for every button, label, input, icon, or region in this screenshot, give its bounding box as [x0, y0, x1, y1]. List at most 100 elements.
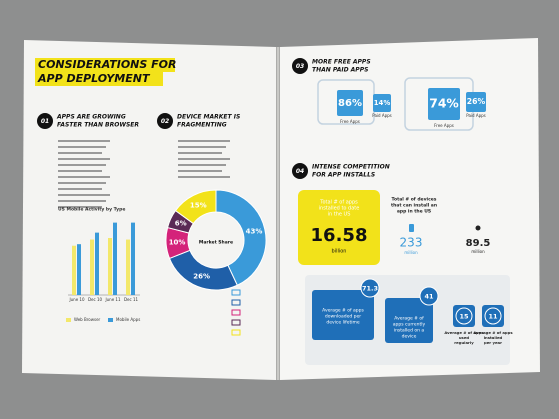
free-value: 74% [429, 97, 458, 111]
average-box [312, 290, 374, 340]
section-heading: FASTER THAN BROWSER [57, 122, 139, 129]
average-badge [484, 307, 502, 325]
section-heading: DEVICE MARKET IS [177, 114, 240, 121]
devices-unit: million [404, 250, 418, 255]
paid-label: Paid Apps [372, 113, 392, 118]
title-highlight [35, 58, 175, 72]
installs-value: 16.58 [311, 225, 368, 246]
paid-box [373, 94, 391, 112]
section-heading: MORE FREE APPS [312, 59, 371, 66]
donut-label: 43% [246, 227, 263, 235]
title: APP DEPLOYMENT [37, 72, 151, 85]
free-label: Free Apps [340, 119, 360, 124]
devices-value: 233 [400, 236, 423, 250]
text-line [58, 194, 110, 196]
bar [77, 244, 81, 295]
text-line [178, 158, 230, 160]
average-label: Average # of [394, 316, 424, 322]
average-label: Average # of apps [473, 330, 513, 335]
donut-label: 15% [190, 201, 207, 209]
text-line [58, 164, 106, 166]
average-badge [455, 307, 473, 325]
legend-label: Web Browser [74, 317, 101, 322]
paid-value: 14% [374, 99, 391, 107]
free-label: Free Apps [434, 123, 454, 128]
title-highlight [35, 72, 163, 86]
x-tick-label: June 11 [104, 297, 121, 302]
legend-swatch [66, 318, 71, 322]
text-line [178, 146, 226, 148]
bar [108, 238, 112, 295]
donut-label: 26% [193, 272, 210, 280]
other-value: 89.5 [466, 238, 491, 249]
text-line [58, 176, 110, 178]
section-badge [157, 113, 173, 129]
free-value: 86% [338, 98, 362, 109]
donut-center-label: Market Share [199, 240, 233, 246]
average-value: 71.3 [362, 285, 378, 293]
text-line [58, 152, 102, 154]
section-badge [292, 163, 308, 179]
devices-label: that can install an [391, 203, 437, 209]
average-label: installed on a [394, 328, 425, 334]
installs-label: installed to date [319, 206, 360, 212]
text-line [58, 206, 102, 208]
average-label: used [459, 335, 470, 340]
bar [126, 239, 130, 295]
text-line [58, 182, 106, 184]
average-label: downloaded per [325, 314, 361, 320]
text-line [178, 152, 222, 154]
section-number: 02 [161, 118, 169, 125]
text-line [178, 164, 226, 166]
text-line [178, 170, 222, 172]
bar [72, 245, 76, 295]
legend-swatch [108, 318, 113, 322]
legend-swatch [231, 309, 241, 316]
installs-label: Total # of apps [319, 200, 358, 206]
installs-label: in the US [328, 212, 351, 218]
paid-value: 26% [467, 97, 486, 106]
legend-label: Mobile Apps [116, 317, 140, 322]
average-value: 11 [488, 313, 498, 321]
average-value: 15 [459, 313, 469, 321]
section-number: 01 [41, 118, 49, 125]
average-box [385, 298, 433, 343]
bar [113, 222, 117, 295]
section-number: 03 [296, 63, 304, 70]
other-unit: million [471, 249, 485, 254]
average-label: per year [484, 340, 502, 345]
section-heading: APPS ARE GROWING [56, 114, 126, 121]
chart-title: US Mobile Activity by Type [58, 207, 125, 213]
average-badge [360, 278, 380, 298]
legend-swatch [231, 289, 241, 296]
bar [131, 222, 135, 295]
installs-unit: billion [332, 249, 347, 255]
average-label: device lifetime [326, 320, 359, 326]
average-badge [419, 286, 439, 306]
legend-swatch [231, 329, 241, 336]
free-box [428, 88, 460, 120]
average-label: device [402, 334, 417, 340]
text-line [58, 146, 106, 148]
donut-label: 10% [169, 238, 186, 246]
x-tick-label: June 10 [68, 297, 85, 302]
x-tick-label: Dec 10 [88, 297, 103, 302]
section-heading: FRAGMENTING [177, 122, 227, 129]
section-badge [292, 58, 308, 74]
donut-segment [174, 189, 217, 225]
section-heading: INTENSE COMPETITION [312, 164, 390, 171]
bar [95, 232, 99, 295]
devices-label: Total # of devices [392, 197, 437, 203]
paid-box [466, 92, 486, 112]
average-label: installed [484, 335, 503, 340]
text-line [178, 140, 230, 142]
legend-swatch [231, 299, 241, 306]
section-number: 04 [296, 168, 304, 175]
section-badge [37, 113, 53, 129]
average-label: regularly [454, 340, 474, 345]
text-line [58, 158, 110, 160]
donut-segment [215, 189, 267, 286]
donut-label: 6% [175, 219, 187, 227]
devices-label: app in the US [397, 209, 431, 215]
